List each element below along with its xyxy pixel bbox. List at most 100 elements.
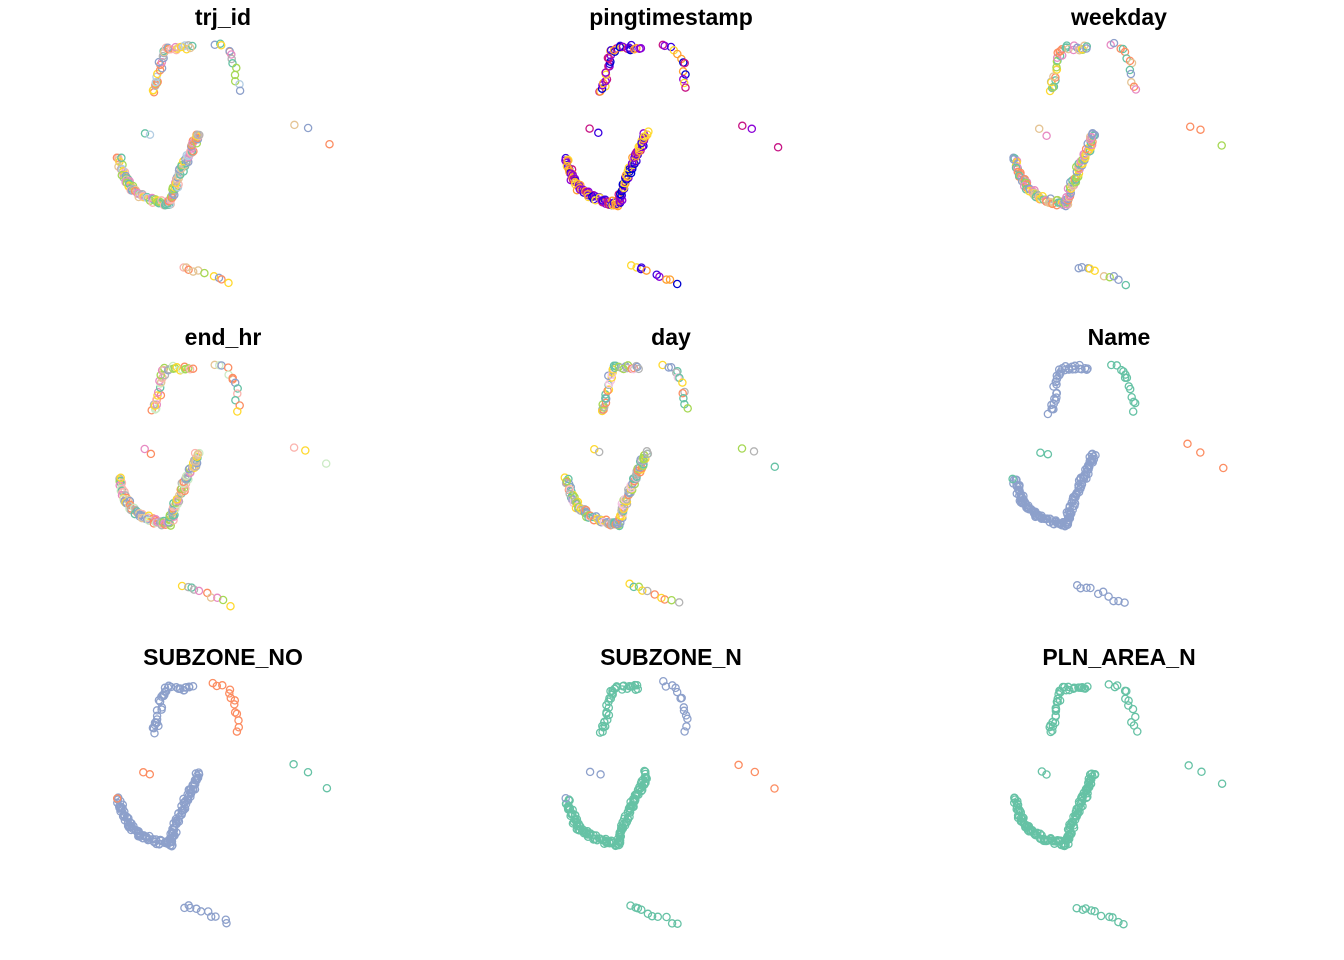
data-point [1107, 360, 1116, 370]
data-point [234, 716, 243, 725]
data-point [637, 905, 646, 914]
data-point [1086, 583, 1095, 593]
panel-weekday: weekday [1009, 4, 1226, 290]
data-point [1014, 485, 1023, 495]
data-point [1048, 83, 1057, 92]
data-point [1042, 770, 1051, 779]
data-point [151, 77, 161, 87]
data-point [140, 444, 149, 454]
panel-day: day [560, 324, 780, 607]
data-point [647, 911, 657, 921]
data-point [673, 49, 682, 59]
data-point [166, 45, 176, 54]
data-point [117, 478, 127, 487]
data-point [661, 682, 671, 691]
data-point [650, 590, 659, 599]
data-point [200, 268, 209, 278]
data-point [179, 263, 188, 272]
data-point [192, 904, 201, 914]
data-point [1125, 384, 1135, 394]
data-point [1105, 272, 1114, 282]
data-point [181, 263, 191, 272]
data-point [1098, 587, 1108, 597]
data-point [632, 680, 642, 690]
data-point [1217, 779, 1227, 788]
panel-points-name [1008, 360, 1228, 607]
data-point [633, 362, 642, 372]
data-point [594, 447, 604, 457]
data-point [1109, 38, 1119, 48]
data-point [632, 263, 641, 272]
data-point [677, 693, 686, 703]
data-point [188, 364, 198, 373]
data-point [186, 43, 195, 53]
data-point [193, 449, 203, 459]
data-point [643, 449, 653, 458]
panel-title-end-hr: end_hr [185, 324, 262, 350]
data-point [1043, 449, 1053, 459]
data-point [225, 689, 234, 698]
data-point [665, 275, 675, 284]
data-point [1185, 122, 1195, 131]
data-point [770, 784, 779, 793]
data-point [1081, 904, 1090, 913]
data-point [210, 40, 220, 50]
data-point [217, 275, 226, 284]
panel-subzone-no: SUBZONE_NO [112, 644, 332, 928]
data-point [680, 387, 689, 397]
data-point [1131, 712, 1140, 722]
data-point [225, 685, 235, 694]
data-point [1127, 78, 1136, 87]
data-point [653, 912, 663, 922]
data-point [672, 687, 682, 697]
data-point [155, 66, 165, 75]
data-point [218, 595, 228, 605]
data-point [222, 918, 231, 928]
data-point [600, 402, 609, 412]
data-point [213, 593, 222, 603]
data-point [145, 770, 155, 779]
data-point [146, 449, 156, 459]
data-point [194, 586, 204, 596]
data-point [600, 717, 609, 727]
data-point [1114, 275, 1123, 285]
data-point [1090, 907, 1099, 916]
data-point [1125, 65, 1135, 75]
panel-subzone-n: SUBZONE_N [561, 644, 779, 928]
panel-pingtimestamp: pingtimestamp [561, 4, 783, 289]
data-point [662, 275, 671, 284]
data-point [233, 384, 242, 393]
data-point [1013, 800, 1023, 809]
panel-points-subzone-no [112, 678, 332, 928]
data-point [168, 361, 178, 371]
data-point [667, 919, 677, 928]
data-point [1112, 681, 1122, 690]
panel-title-weekday: weekday [1070, 4, 1167, 30]
data-point [1126, 69, 1136, 79]
data-point [601, 393, 610, 403]
data-point [230, 77, 240, 86]
data-point [1112, 361, 1122, 370]
data-point [1096, 911, 1106, 921]
data-point [626, 261, 636, 270]
data-point [150, 405, 160, 414]
data-point [184, 265, 193, 275]
data-point [235, 86, 245, 95]
panel-title-trj-id: trj_id [195, 4, 251, 30]
data-point [1104, 592, 1113, 601]
data-point [633, 684, 643, 694]
panel-name: Name [1008, 324, 1228, 607]
data-point [678, 378, 687, 387]
data-point [1120, 598, 1129, 607]
data-point [230, 696, 240, 705]
data-point [1010, 793, 1019, 803]
data-point [679, 394, 688, 403]
data-point [626, 168, 636, 178]
data-point [683, 404, 692, 413]
data-point [1051, 706, 1061, 716]
data-point [232, 63, 241, 73]
data-point [1049, 72, 1058, 81]
data-point [1124, 696, 1133, 705]
data-point [679, 78, 689, 88]
